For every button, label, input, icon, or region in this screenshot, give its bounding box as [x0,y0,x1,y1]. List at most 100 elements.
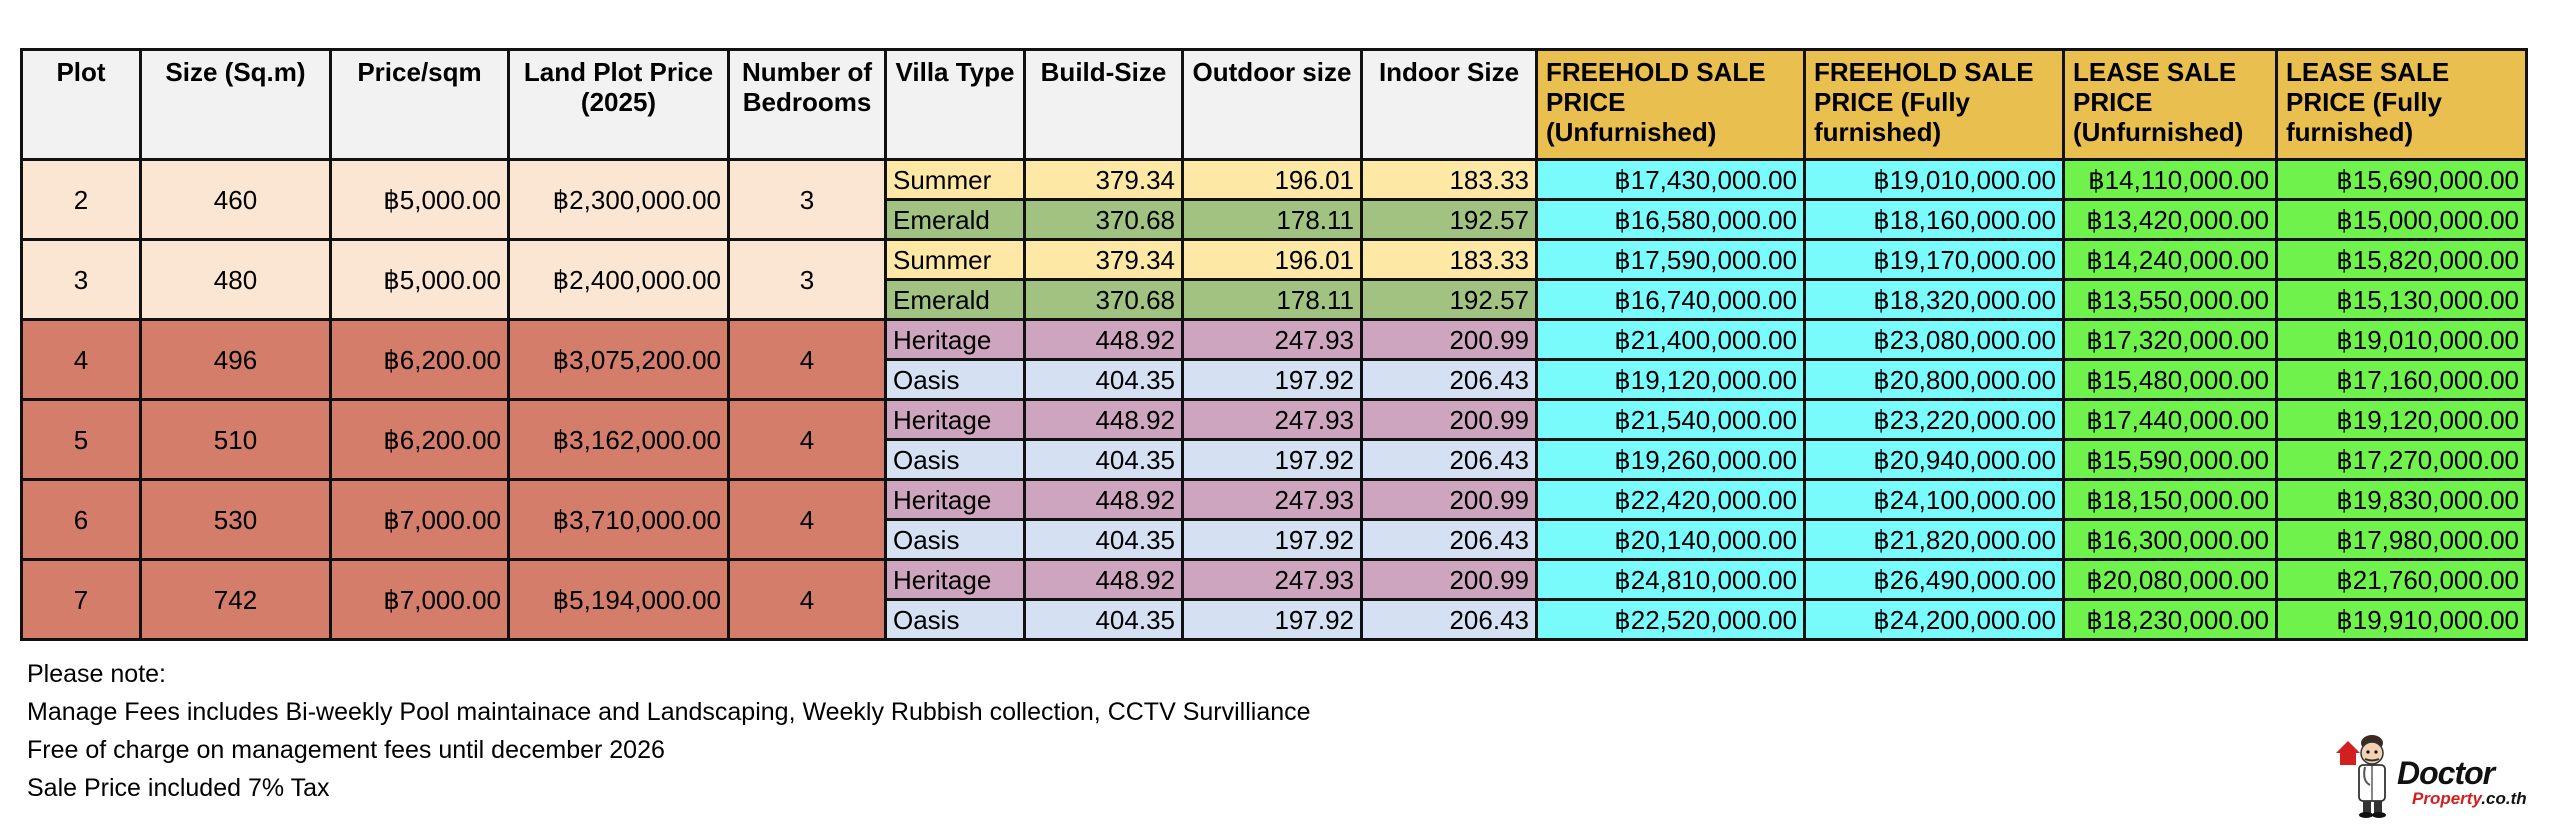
freehold-furnished-price: ฿24,200,000.00 [1803,598,2065,641]
lease-unfurnished-price: ฿15,480,000.00 [2062,358,2278,401]
bedrooms: 3 [727,158,887,241]
villa-type: Oasis [884,598,1026,641]
price-per-sqm: ฿5,000.00 [329,158,510,241]
build-size: 448.92 [1023,478,1184,521]
freehold-unfurnished-price: ฿19,120,000.00 [1535,358,1806,401]
header-row: Plot Size (Sq.m) Price/sqm Land Plot Pri… [20,48,2528,161]
bedrooms: 4 [727,398,887,481]
header-indoor-size: Indoor Size [1360,48,1538,161]
lease-furnished-price: ฿17,980,000.00 [2275,518,2528,561]
villa-type: Heritage [884,398,1026,441]
freehold-furnished-price: ฿24,100,000.00 [1803,478,2065,521]
plot-number: 3 [20,238,142,321]
villa-type: Oasis [884,438,1026,481]
price-per-sqm: ฿7,000.00 [329,558,510,641]
freehold-unfurnished-price: ฿17,430,000.00 [1535,158,1806,201]
table-row: 2 460 ฿5,000.00 ฿2,300,000.00 3 Summer 379.34 1… [20,158,2528,241]
freehold-unfurnished-price: ฿20,140,000.00 [1535,518,1806,561]
build-size: 448.92 [1023,398,1184,441]
freehold-unfurnished-price: ฿19,260,000.00 [1535,438,1806,481]
indoor-size: 206.43 [1360,358,1538,401]
indoor-size: 206.43 [1360,438,1538,481]
price-per-sqm: ฿6,200.00 [329,398,510,481]
freehold-furnished-price: ฿26,490,000.00 [1803,558,2065,601]
indoor-size: 200.99 [1360,478,1538,521]
freehold-furnished-price: ฿19,010,000.00 [1803,158,2065,201]
lease-unfurnished-price: ฿14,240,000.00 [2062,238,2278,281]
plot-number: 7 [20,558,142,641]
indoor-size: 192.57 [1360,198,1538,241]
plot-number: 2 [20,158,142,241]
outdoor-size: 196.01 [1181,158,1363,201]
lease-unfurnished-price: ฿14,110,000.00 [2062,158,2278,201]
doctor-mascot-icon [2336,735,2386,818]
table-row: 6 530 ฿7,000.00 ฿3,710,000.00 4 Heritage 448.9… [20,478,2528,561]
plot-size: 496 [139,318,332,401]
freehold-unfurnished-price: ฿22,420,000.00 [1535,478,1806,521]
header-land-plot-price: Land Plot Price (2025) [507,48,730,161]
lease-furnished-price: ฿17,270,000.00 [2275,438,2528,481]
villa-type: Heritage [884,478,1026,521]
lease-unfurnished-price: ฿18,150,000.00 [2062,478,2278,521]
lease-unfurnished-price: ฿13,550,000.00 [2062,278,2278,321]
lease-unfurnished-price: ฿20,080,000.00 [2062,558,2278,601]
price-per-sqm: ฿5,000.00 [329,238,510,321]
freehold-furnished-price: ฿18,160,000.00 [1803,198,2065,241]
land-plot-price: ฿3,162,000.00 [507,398,730,481]
header-bedrooms: Number of Bedrooms [727,48,887,161]
freehold-unfurnished-price: ฿16,580,000.00 [1535,198,1806,241]
indoor-size: 200.99 [1360,558,1538,601]
header-outdoor-size: Outdoor size [1181,48,1363,161]
lease-furnished-price: ฿15,130,000.00 [2275,278,2528,321]
price-per-sqm: ฿6,200.00 [329,318,510,401]
lease-furnished-price: ฿19,830,000.00 [2275,478,2528,521]
indoor-size: 200.99 [1360,318,1538,361]
outdoor-size: 197.92 [1181,598,1363,641]
outdoor-size: 197.92 [1181,518,1363,561]
header-freehold-furnished: FREEHOLD SALE PRICE (Fully furnished) [1803,48,2065,161]
table-row: Oasis 404.35 197.92 206.43 ฿20,140,000.00 ฿21… [22,518,2528,561]
land-plot-price: ฿2,300,000.00 [507,158,730,241]
note-line: Sale Price included 7% Tax [27,774,330,802]
indoor-size: 206.43 [1360,598,1538,641]
villa-type: Emerald [884,278,1026,321]
plot-size: 742 [139,558,332,641]
build-size: 379.34 [1023,238,1184,281]
outdoor-size: 178.11 [1181,198,1363,241]
land-plot-price: ฿3,710,000.00 [507,478,730,561]
bedrooms: 3 [727,238,887,321]
land-plot-price: ฿3,075,200.00 [507,318,730,401]
lease-furnished-price: ฿19,120,000.00 [2275,398,2528,441]
villa-type: Summer [884,158,1026,201]
freehold-unfurnished-price: ฿16,740,000.00 [1535,278,1806,321]
freehold-furnished-price: ฿20,940,000.00 [1803,438,2065,481]
build-size: 404.35 [1023,358,1184,401]
freehold-unfurnished-price: ฿21,540,000.00 [1535,398,1806,441]
bedrooms: 4 [727,478,887,561]
freehold-furnished-price: ฿23,080,000.00 [1803,318,2065,361]
table-row: Oasis 404.35 197.92 206.43 ฿19,260,000.00 ฿20… [22,438,2528,481]
bedrooms: 4 [727,318,887,401]
outdoor-size: 247.93 [1181,558,1363,601]
plot-size: 460 [139,158,332,241]
build-size: 404.35 [1023,438,1184,481]
build-size: 370.68 [1023,278,1184,321]
outdoor-size: 197.92 [1181,438,1363,481]
table-row: Emerald 370.68 178.11 192.57 ฿16,740,000.00 ฿… [22,278,2528,321]
logo-wordmark: Doctor [2397,755,2495,791]
table-row: 7 742 ฿7,000.00 ฿5,194,000.00 4 Heritage 448.9… [20,558,2528,641]
pricing-table: Plot Size (Sq.m) Price/sqm Land Plot Pri… [20,48,2528,641]
indoor-size: 200.99 [1360,398,1538,441]
header-lease-unfurnished: LEASE SALE PRICE (Unfurnished) [2062,48,2278,161]
table-row: Emerald 370.68 178.11 192.57 ฿16,580,000.00 ฿… [22,198,2528,241]
land-plot-price: ฿5,194,000.00 [507,558,730,641]
lease-furnished-price: ฿21,760,000.00 [2275,558,2528,601]
plot-number: 6 [20,478,142,561]
plot-number: 4 [20,318,142,401]
header-price-sqm: Price/sqm [329,48,510,161]
price-per-sqm: ฿7,000.00 [329,478,510,561]
notes-heading: Please note: [27,660,166,688]
lease-furnished-price: ฿15,690,000.00 [2275,158,2528,201]
header-freehold-unfurnished: FREEHOLD SALE PRICE (Unfurnished) [1535,48,1806,161]
outdoor-size: 247.93 [1181,478,1363,521]
